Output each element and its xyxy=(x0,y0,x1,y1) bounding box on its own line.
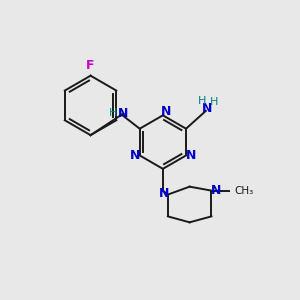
Text: N: N xyxy=(130,149,140,162)
Text: H: H xyxy=(198,96,206,106)
Text: N: N xyxy=(211,184,222,197)
Text: N: N xyxy=(161,105,171,118)
Text: F: F xyxy=(86,59,95,72)
Text: N: N xyxy=(159,187,169,200)
Text: N: N xyxy=(202,102,212,116)
Text: H: H xyxy=(109,108,117,118)
Text: H: H xyxy=(210,97,218,107)
Text: CH₃: CH₃ xyxy=(234,186,254,196)
Text: N: N xyxy=(186,149,196,162)
Text: N: N xyxy=(118,107,128,120)
